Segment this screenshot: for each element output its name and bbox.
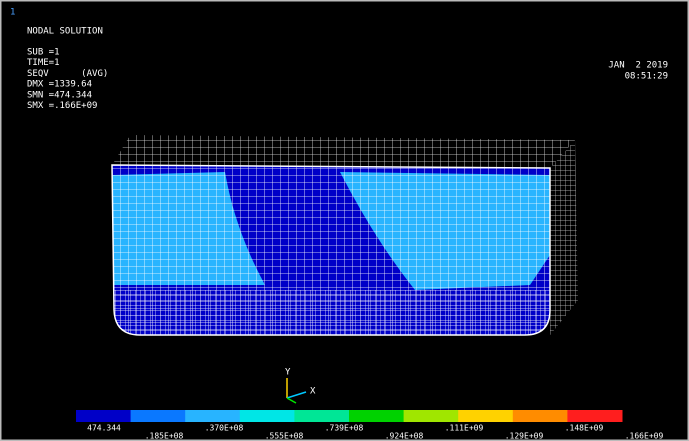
plot-title: NODAL SOLUTION	[27, 27, 103, 37]
legend-label: .166E+09	[625, 432, 664, 441]
legend-label: .148E+09	[565, 424, 604, 433]
triad-x-axis	[286, 391, 307, 399]
triad-z-axis	[286, 397, 297, 404]
triad-x-label: X	[310, 387, 316, 397]
triad: Y X	[285, 368, 316, 404]
time: 08:51:29	[625, 72, 668, 82]
info-line: SUB =1	[27, 48, 60, 58]
contour-legend: 474.344 .185E+08 .370E+08 .555E+08 .739E+08.…	[76, 410, 663, 441]
triad-y-label: Y	[285, 368, 291, 378]
date: JAN 2 2019	[608, 61, 668, 71]
window-number: 1	[10, 8, 15, 18]
legend-label: .111E+09	[445, 424, 484, 433]
model	[111, 135, 578, 336]
legend-label: .129E+09	[505, 432, 544, 441]
legend-swatch	[239, 410, 295, 422]
info-line: SEQV (AVG)	[27, 69, 108, 79]
legend-label: .185E+08	[145, 432, 184, 441]
legend-swatch	[294, 410, 350, 422]
info-line: SMX =.166E+09	[27, 101, 97, 111]
legend-label: .739E+08	[325, 424, 364, 433]
legend-swatch	[76, 410, 132, 422]
info-line: SMN =474.344	[27, 90, 92, 100]
legend-swatch	[403, 410, 459, 422]
legend-swatch	[130, 410, 186, 422]
bottom-mesh	[112, 290, 550, 335]
legend-swatch	[185, 410, 241, 422]
legend-swatch	[349, 410, 405, 422]
side-mesh	[550, 140, 578, 335]
legend-swatch	[458, 410, 514, 422]
legend-swatch	[512, 410, 568, 422]
info-line: TIME=1	[27, 58, 60, 68]
legend-label: .555E+08	[265, 432, 304, 441]
legend-label: 474.344	[87, 424, 121, 433]
info-line: DMX =1339.64	[27, 80, 92, 90]
legend-label: .370E+08	[205, 424, 244, 433]
front-outline	[111, 164, 551, 336]
top-mesh	[112, 135, 575, 168]
legend-swatch	[567, 410, 623, 422]
legend-label: .924E+08	[385, 432, 424, 441]
